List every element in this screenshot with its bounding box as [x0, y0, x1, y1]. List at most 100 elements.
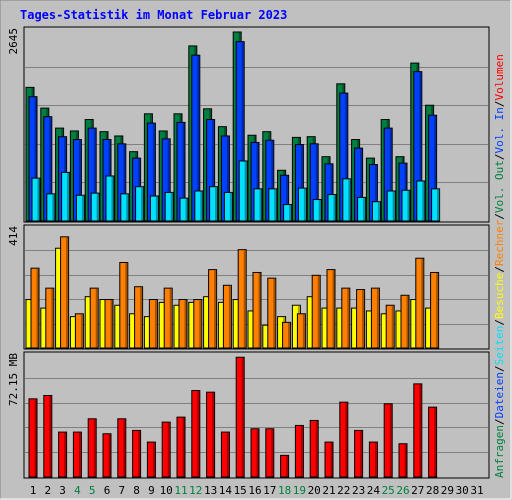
bar-shade — [49, 396, 52, 477]
bar-volume-volumen-day-4 — [72, 431, 82, 478]
bar-shade — [123, 144, 126, 221]
bar-shade — [126, 194, 129, 221]
bar-shade — [138, 430, 141, 477]
bar-volume-volumen-day-2 — [43, 395, 53, 478]
bar-hits-seiten-day-21 — [327, 194, 337, 222]
bar-shade — [330, 164, 333, 221]
legend-entry: Dateien — [493, 372, 506, 418]
bar-visits-rechner-day-21 — [326, 269, 336, 349]
bar-hits-seiten-day-22 — [342, 178, 352, 222]
bar-shade — [318, 200, 321, 221]
bar-shade — [81, 195, 84, 221]
bar-shade — [271, 429, 274, 477]
bar-volume-volumen-day-27 — [413, 383, 423, 478]
bar-shade — [96, 193, 99, 221]
bar-shade — [215, 187, 218, 221]
bar-shade — [256, 142, 259, 221]
x-tick-label-day-7: 7 — [118, 484, 125, 497]
bar-shade — [167, 422, 170, 477]
bar-shade — [140, 287, 143, 348]
bar-shade — [226, 136, 229, 221]
x-tick-label-day-19: 19 — [293, 484, 306, 497]
bar-shade — [377, 202, 380, 221]
bar-shade — [332, 270, 335, 348]
bars — [25, 31, 441, 478]
bar-shade — [258, 272, 261, 348]
bar-visits-rechner-day-8 — [134, 286, 144, 349]
x-tick-label-day-23: 23 — [352, 484, 365, 497]
x-tick-label-day-6: 6 — [104, 484, 111, 497]
bar-visits-rechner-day-10 — [163, 287, 173, 349]
legend-entry: / — [493, 213, 506, 220]
bar-shade — [347, 288, 350, 348]
bar-visits-rechner-day-12 — [193, 299, 203, 349]
bar-hits-seiten-day-6 — [105, 175, 115, 222]
bar-shade — [212, 392, 215, 477]
bar-visits-rechner-day-9 — [148, 299, 158, 349]
bar-shade — [184, 300, 187, 348]
bar-volume-volumen-day-7 — [117, 418, 127, 478]
bar-shade — [436, 272, 439, 348]
bar-shade — [345, 93, 348, 221]
bar-shade — [286, 455, 289, 477]
bar-shade — [78, 140, 81, 221]
bar-volume-volumen-day-16 — [250, 428, 260, 478]
bar-shade — [288, 322, 291, 348]
bar-shade — [419, 384, 422, 477]
bar-hits-seiten-day-4 — [75, 194, 85, 222]
legend-entry: Anfragen — [493, 425, 506, 478]
bar-shade — [95, 288, 98, 348]
bar-shade — [141, 187, 144, 221]
x-tick-label-day-5: 5 — [89, 484, 96, 497]
bar-shade — [421, 258, 424, 348]
bar-shade — [241, 42, 244, 221]
bar-hits-seiten-day-13 — [209, 186, 219, 222]
x-tick-label-day-15: 15 — [234, 484, 247, 497]
legend-entry: / — [493, 418, 506, 425]
bar-shade — [300, 145, 303, 221]
bar-shade — [185, 198, 188, 221]
bar-hits-seiten-day-23 — [357, 196, 367, 222]
bar-shade — [167, 139, 170, 221]
bar-shade — [300, 425, 303, 477]
bar-shade — [259, 189, 262, 221]
bar-visits-rechner-day-23 — [356, 289, 366, 349]
bar-visits-rechner-day-19 — [296, 313, 306, 349]
bar-shade — [392, 191, 395, 221]
x-tick-label-day-22: 22 — [337, 484, 350, 497]
bar-shade — [169, 288, 172, 348]
bar-volume-volumen-day-24 — [368, 441, 378, 478]
bar-shade — [374, 442, 377, 477]
bar-shade — [226, 432, 229, 477]
bar-shade — [289, 205, 292, 221]
bar-shade — [34, 97, 37, 221]
bar-shade — [374, 165, 377, 221]
bar-visits-rechner-day-22 — [341, 287, 351, 349]
bar-volume-volumen-day-19 — [294, 424, 304, 478]
legend-entry: Vol. In — [493, 107, 506, 153]
x-tick-label-day-10: 10 — [160, 484, 173, 497]
bar-hits-seiten-day-12 — [194, 190, 204, 222]
bar-shade — [154, 300, 157, 348]
bar-visits-rechner-day-15 — [237, 249, 247, 349]
bar-shade — [363, 197, 366, 221]
bar-shade — [66, 237, 69, 348]
bar-hits-seiten-day-16 — [253, 188, 263, 222]
bar-shade — [111, 176, 114, 221]
legend-entry: Besuche — [493, 273, 506, 319]
bar-shade — [170, 192, 173, 221]
bar-volume-volumen-day-15 — [235, 356, 245, 478]
right-legend: Anfragen/Dateien/Seiten/Besuche/Rechner/… — [493, 54, 506, 478]
bar-volume-volumen-day-20 — [309, 419, 319, 478]
bar-volume-volumen-day-3 — [58, 431, 68, 478]
bar-visits-rechner-day-13 — [208, 269, 218, 349]
bar-shade — [360, 430, 363, 477]
bar-shade — [108, 434, 111, 477]
bar-hits-seiten-day-8 — [135, 186, 145, 222]
bar-hits-seiten-day-2 — [46, 193, 56, 222]
bar-volume-volumen-day-23 — [354, 429, 364, 478]
bar-visits-rechner-day-16 — [252, 271, 262, 349]
bar-hits-seiten-day-3 — [61, 171, 71, 222]
bar-shade — [303, 188, 306, 221]
bar-hits-seiten-day-15 — [238, 160, 248, 222]
